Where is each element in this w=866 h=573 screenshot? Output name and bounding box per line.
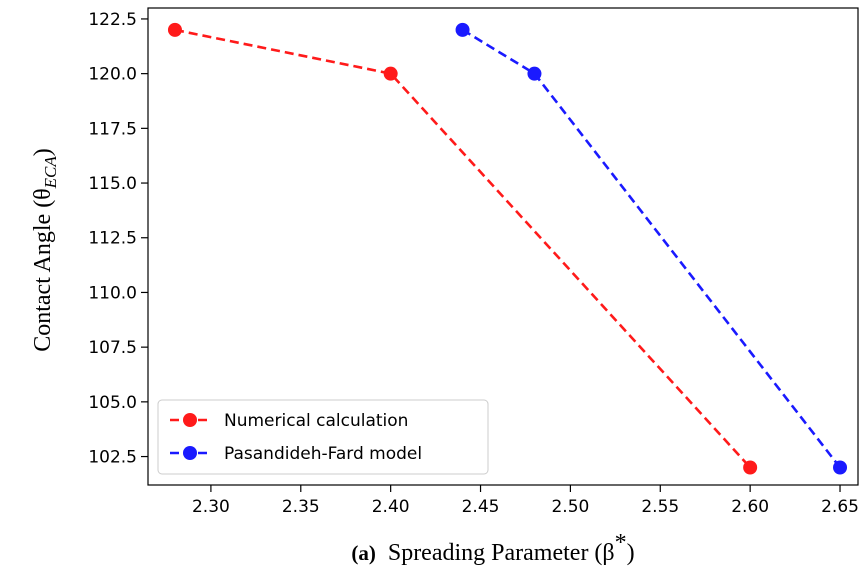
- data-point: [383, 66, 398, 81]
- legend-marker: [183, 413, 197, 427]
- x-tick-label: 2.55: [641, 497, 679, 517]
- y-tick-label: 102.5: [88, 448, 137, 468]
- x-tick-label: 2.65: [821, 497, 859, 517]
- y-axis-title: Contact Angle (θECA): [30, 148, 60, 352]
- series-line: [174, 28, 752, 469]
- y-tick-label: 115.0: [88, 174, 137, 194]
- x-tick-label: 2.50: [551, 497, 589, 517]
- series-line: [461, 28, 842, 469]
- x-tick-label: 2.60: [731, 497, 769, 517]
- legend-label: Numerical calculation: [224, 411, 408, 431]
- legend-item: Numerical calculation: [170, 411, 408, 431]
- data-point: [527, 66, 542, 81]
- legend-marker: [183, 446, 197, 460]
- y-tick-label: 122.5: [88, 10, 137, 30]
- x-tick-label: 2.30: [192, 497, 230, 517]
- y-tick-label: 117.5: [88, 119, 137, 139]
- x-tick-label: 2.40: [372, 497, 410, 517]
- series-2: [455, 22, 848, 475]
- data-point: [455, 22, 470, 37]
- data-point: [167, 22, 182, 37]
- panel-label: (a): [351, 541, 376, 565]
- y-tick-label: 107.5: [88, 338, 137, 358]
- data-point: [743, 460, 758, 475]
- x-axis: 2.30 2.35 2.40 2.45 2.50 2.55 2.60 2.65: [192, 485, 859, 517]
- y-tick-label: 110.0: [88, 283, 137, 303]
- legend-item: Pasandideh-Fard model: [170, 444, 422, 464]
- y-axis: 102.5 105.0 107.5 110.0 112.5 115.0 117.5 120.0…: [88, 10, 148, 468]
- legend: Numerical calculation Pasandideh-Fard mod…: [157, 399, 489, 475]
- plot-area: [147, 7, 859, 486]
- legend-label: Pasandideh-Fard model: [224, 444, 422, 464]
- y-tick-label: 112.5: [88, 229, 137, 249]
- y-tick-label: 105.0: [88, 393, 137, 413]
- x-axis-title: (a) Spreading Parameter (β*): [351, 530, 634, 566]
- y-tick-label: 120.0: [88, 65, 137, 85]
- data-point: [833, 460, 848, 475]
- legend-box: [157, 399, 489, 475]
- x-tick-label: 2.45: [462, 497, 500, 517]
- series-1: [167, 22, 758, 475]
- plot-frame: [147, 7, 859, 486]
- x-tick-label: 2.35: [282, 497, 320, 517]
